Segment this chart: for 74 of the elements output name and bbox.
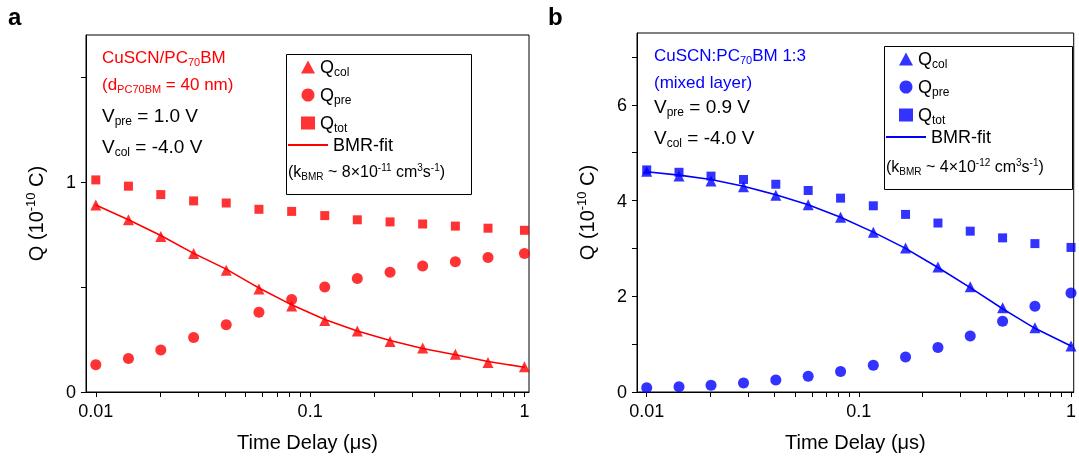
point [155,344,167,356]
x-axis-title: Time Delay (μs) [784,431,926,453]
point [385,217,395,227]
y-tick-label: 2 [616,286,627,307]
point [900,351,912,363]
point [90,359,102,371]
point [287,206,297,216]
point [320,211,330,221]
point [123,181,133,191]
point [803,185,813,195]
point [771,179,781,189]
y-tick-label: 0 [65,382,76,402]
point [901,209,911,219]
point [450,221,460,231]
point [965,226,975,236]
point [932,341,944,353]
x-tick-label: 0.01 [78,401,114,421]
point [738,377,750,389]
point [482,252,494,264]
point [220,264,232,276]
point [867,359,879,371]
point [351,273,363,285]
point [997,315,1009,327]
point [188,331,200,343]
point [836,193,846,203]
x-tick-label: 0.1 [846,401,872,421]
point [352,215,362,225]
y-axis-title: Q (10-10 C) [23,165,47,262]
x-axis-title: Time Delay (μs) [237,431,378,453]
point [254,204,264,214]
point [770,374,782,386]
point [253,306,265,318]
point [802,370,814,382]
point [964,330,976,342]
point [221,198,231,208]
point [1029,300,1041,312]
point [351,325,363,337]
point [449,348,461,360]
legend-label: BMR-fit [931,127,991,147]
chart-title: b [548,2,563,30]
point [417,260,429,272]
y-tick-label: 4 [616,190,627,211]
point [319,281,331,293]
point [868,201,878,211]
y-tick-label: 6 [616,94,627,115]
point [418,219,428,229]
point [641,382,653,394]
x-tick-label: 1 [1065,401,1076,421]
y-tick-label: 0 [616,382,627,402]
x-tick-label: 0.1 [297,401,323,421]
point [933,218,943,228]
point [253,283,265,295]
y-axis-title: Q (10-10 C) [574,164,598,261]
point [770,189,782,201]
point [286,294,298,306]
point [90,199,102,211]
legend-label: BMR-fit [333,135,393,155]
point [998,233,1008,243]
point [220,319,232,331]
point [739,174,749,184]
x-tick-label: 1 [519,401,530,421]
x-tick-label: 0.01 [629,401,665,421]
point [156,190,166,200]
point [705,379,717,391]
point [91,175,101,185]
point [483,223,493,233]
point [449,256,461,268]
point [122,352,134,364]
point [384,266,396,278]
point [835,365,847,377]
chart-title: a [8,2,22,30]
point [189,196,199,206]
point [673,381,685,393]
point [1030,239,1040,249]
